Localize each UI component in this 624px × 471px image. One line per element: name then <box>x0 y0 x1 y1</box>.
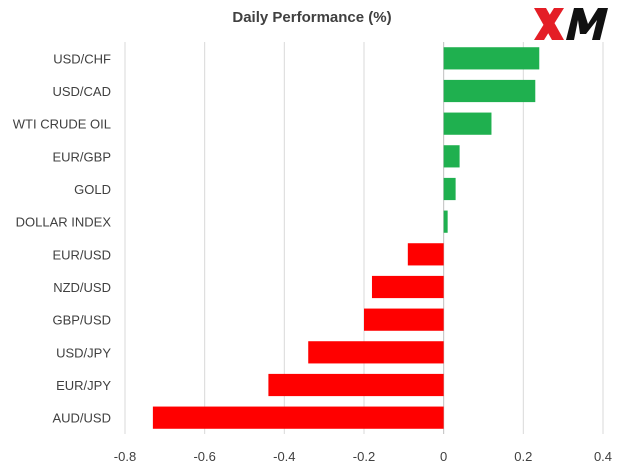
chart-title: Daily Performance (%) <box>232 9 392 26</box>
category-label: EUR/JPY <box>56 378 111 393</box>
x-tick-label: 0.4 <box>594 449 612 464</box>
x-tick-label: -0.4 <box>273 449 295 464</box>
category-label: AUD/USD <box>52 411 111 426</box>
category-label: USD/CHF <box>53 51 111 66</box>
bars <box>152 47 540 429</box>
x-tick-label: 0.2 <box>514 449 532 464</box>
category-label: USD/CAD <box>52 84 111 99</box>
category-label: EUR/USD <box>52 247 111 262</box>
bar <box>371 275 444 299</box>
x-tick-label: -0.8 <box>114 449 136 464</box>
category-label: EUR/GBP <box>52 149 111 164</box>
bar <box>268 373 444 397</box>
bar <box>364 308 444 331</box>
xm-logo-x <box>534 8 564 40</box>
x-tick-label: 0 <box>440 449 447 464</box>
bar <box>443 112 492 135</box>
xm-logo <box>534 8 608 40</box>
xm-logo-m <box>566 8 608 40</box>
bar <box>152 406 444 429</box>
bar <box>443 47 540 70</box>
category-labels: USD/CHF USD/CAD WTI CRUDE OIL EUR/GBP GOLD DO… <box>13 51 112 425</box>
bar <box>443 79 536 103</box>
category-label: WTI CRUDE OIL <box>13 117 111 132</box>
bar <box>443 177 456 201</box>
x-tick-labels: -0.8 -0.6 -0.4 -0.2 0 0.2 0.4 <box>114 449 612 464</box>
gridlines <box>124 42 604 434</box>
bar <box>443 210 448 233</box>
x-tick-label: -0.6 <box>193 449 215 464</box>
bar <box>407 243 444 266</box>
bar <box>443 145 460 168</box>
category-label: GOLD <box>74 182 111 197</box>
x-tick-label: -0.2 <box>353 449 375 464</box>
category-label: DOLLAR INDEX <box>16 215 112 230</box>
category-label: USD/JPY <box>56 345 111 360</box>
category-label: NZD/USD <box>53 280 111 295</box>
bar <box>308 341 444 364</box>
category-label: GBP/USD <box>52 313 111 328</box>
